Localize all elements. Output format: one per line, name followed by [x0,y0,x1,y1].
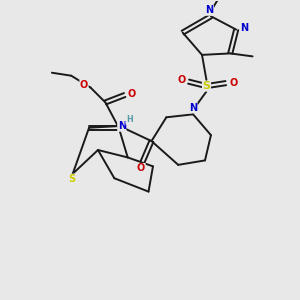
Text: O: O [229,78,237,88]
Text: H: H [126,115,133,124]
Text: S: S [69,174,76,184]
Text: N: N [206,5,214,15]
Text: O: O [177,75,185,85]
Text: O: O [137,164,145,173]
Text: O: O [80,80,88,90]
Text: N: N [118,121,126,131]
Text: S: S [202,81,211,91]
Text: N: N [241,23,249,33]
Text: O: O [127,88,135,98]
Text: N: N [189,103,197,113]
